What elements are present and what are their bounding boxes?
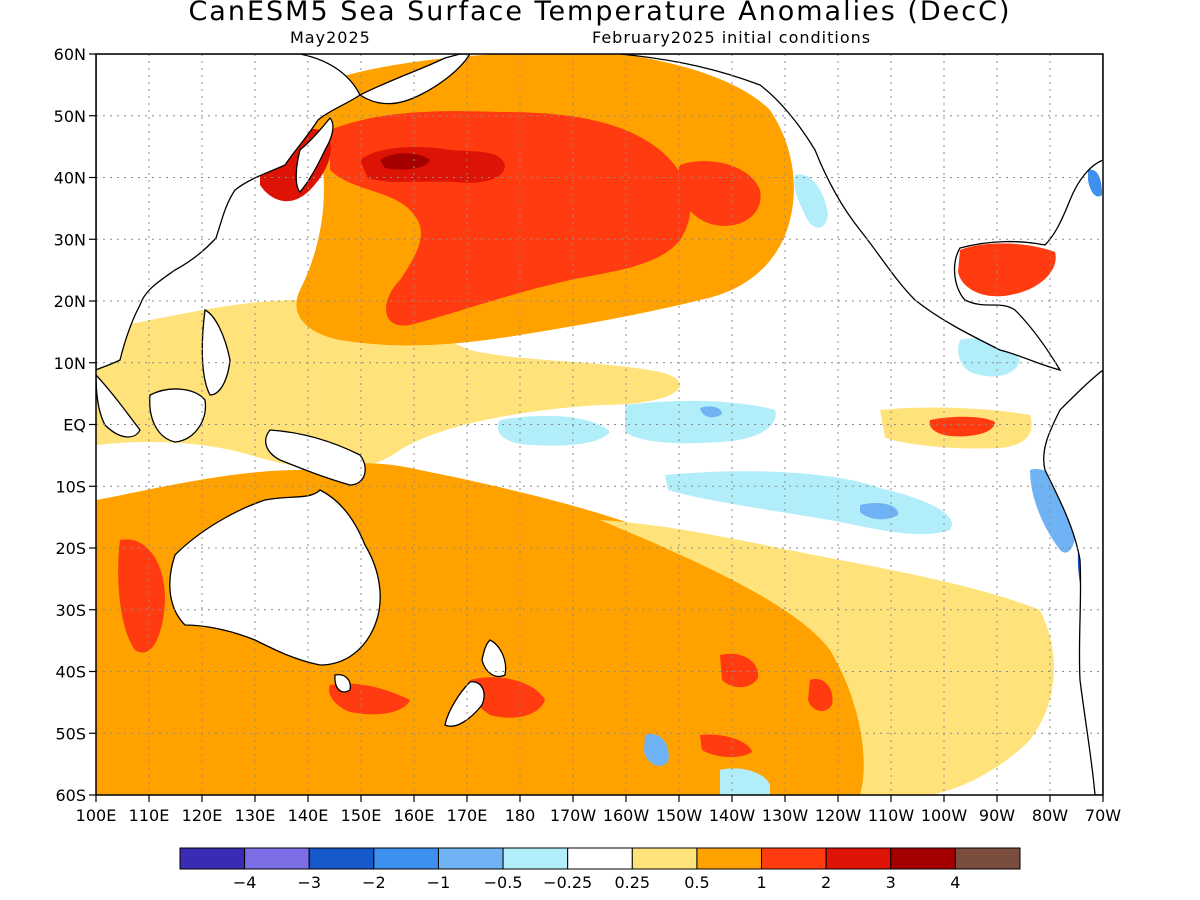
japan xyxy=(295,116,334,194)
colorbar-swatch xyxy=(825,847,892,870)
longitude-label: 120W xyxy=(815,806,862,825)
colorbar-tick-label: −1 xyxy=(427,873,451,892)
latitude-label: 30S xyxy=(55,601,86,620)
warm-eastern-tropical xyxy=(929,416,995,437)
longitude-label: 150E xyxy=(341,806,382,825)
longitude-label: 90W xyxy=(979,806,1015,825)
colorbar-swatch xyxy=(954,847,1021,870)
colorbar-swatch xyxy=(761,847,827,870)
latitude-label: 60S xyxy=(55,786,86,805)
longitude-label: 120E xyxy=(182,806,223,825)
colorbar-tick-label: −0.25 xyxy=(543,873,592,892)
longitude-label: 170E xyxy=(447,806,488,825)
new-zealand-south xyxy=(444,681,485,727)
longitude-label: 110W xyxy=(868,806,915,825)
latitude-labels: 60N 50N 40N 30N 20N 10N EQ 10S 20S 30S 40S 50S 60S xyxy=(54,45,86,805)
colorbar-swatch xyxy=(437,847,504,870)
land-masses xyxy=(96,54,1103,795)
weak-cool-california xyxy=(794,174,828,228)
strong-warm-far-south xyxy=(700,734,752,758)
cool-equatorial-spot xyxy=(700,406,722,418)
north-america xyxy=(619,54,1103,372)
colorbar-tick-label: −4 xyxy=(233,873,257,892)
graticule xyxy=(96,54,1103,795)
weak-warm-south-east xyxy=(600,520,1054,795)
strong-warm-west-australia xyxy=(118,539,165,653)
longitude-label: 170W xyxy=(550,806,597,825)
colorbar-tick-label: 0.5 xyxy=(684,873,709,892)
strong-warm-south-central xyxy=(720,653,759,688)
colorbar-swatch xyxy=(696,847,763,870)
colorbar-tick-label: 3 xyxy=(886,873,896,892)
colorbar xyxy=(179,847,1021,870)
longitude-label: 150W xyxy=(656,806,703,825)
latitude-label: 10S xyxy=(55,477,86,496)
latitude-label: 40S xyxy=(55,663,86,682)
initial-conditions: February2025 initial conditions xyxy=(592,28,872,47)
latitude-label: 40N xyxy=(54,169,86,188)
longitude-label: 100W xyxy=(921,806,968,825)
forecast-month: May2025 xyxy=(290,28,371,47)
longitude-label: 110E xyxy=(129,806,170,825)
colorbar-labels: −4 −3 −2 −1 −0.5 −0.25 0.25 0.5 1 2 3 4 xyxy=(233,873,961,892)
longitude-label: 100E xyxy=(76,806,117,825)
strong-warm-gulf-of-mexico xyxy=(958,243,1056,297)
latitude-label: EQ xyxy=(63,416,86,435)
longitude-labels: 100E 110E 120E 130E 140E 150E 160E 170E 180 170W 1… xyxy=(76,806,1122,825)
borneo xyxy=(149,388,207,443)
tasmania xyxy=(334,674,351,693)
strong-warm-tasman xyxy=(329,683,410,715)
colorbar-swatch xyxy=(179,847,246,870)
strong-warm-new-zealand xyxy=(469,677,545,718)
latitude-label: 20N xyxy=(54,292,86,311)
weak-cool-equatorial-east xyxy=(625,400,776,444)
longitude-label: 160E xyxy=(394,806,435,825)
new-zealand-north xyxy=(481,639,507,678)
latitude-label: 60N xyxy=(54,45,86,64)
strong-warm-south-east xyxy=(808,679,833,712)
colorbar-tick-label: 0.25 xyxy=(614,873,650,892)
axis-ticks xyxy=(89,53,1104,802)
colorbar-tick-label: −3 xyxy=(297,873,321,892)
sumatra xyxy=(96,374,141,438)
colorbar-tick-label: −2 xyxy=(362,873,386,892)
cool-southeast-tropical-core xyxy=(860,503,899,520)
weak-warm-band-tropical-west xyxy=(96,300,680,470)
colorbar-tick-label: −0.5 xyxy=(484,873,523,892)
longitude-label: 80W xyxy=(1032,806,1068,825)
map-title: CanESM5 Sea Surface Temperature Anomalie… xyxy=(188,0,1012,27)
south-america xyxy=(1043,369,1103,795)
colorbar-swatch xyxy=(244,847,310,870)
colorbar-swatch xyxy=(308,847,375,870)
longitude-label: 160W xyxy=(603,806,650,825)
colorbar-tick-label: 2 xyxy=(821,873,831,892)
cool-southern-ocean xyxy=(644,734,669,766)
australia xyxy=(169,489,381,666)
colorbar-swatch xyxy=(567,847,633,870)
extreme-warm-spot xyxy=(380,153,430,170)
colorbar-swatch xyxy=(890,847,956,870)
new-guinea xyxy=(265,429,366,486)
longitude-label: 180 xyxy=(505,806,536,825)
longitude-label: 140W xyxy=(709,806,756,825)
longitude-label: 70W xyxy=(1085,806,1121,825)
colorbar-tick-label: 1 xyxy=(756,873,766,892)
latitude-label: 20S xyxy=(55,539,86,558)
colorbar-swatch xyxy=(502,847,569,870)
kamchatka xyxy=(358,54,471,105)
colorbar-tick-label: 4 xyxy=(950,873,960,892)
longitude-label: 140E xyxy=(288,806,329,825)
colorbar-swatch xyxy=(631,847,698,870)
cool-gulf-stream-edge xyxy=(1088,169,1102,197)
colorbar-swatch xyxy=(373,847,439,870)
latitude-label: 50S xyxy=(55,724,86,743)
asia-landmass xyxy=(96,54,361,371)
latitude-label: 10N xyxy=(54,354,86,373)
longitude-label: 130E xyxy=(235,806,276,825)
latitude-label: 50N xyxy=(54,107,86,126)
latitude-label: 30N xyxy=(54,230,86,249)
weak-cool-equatorial-central xyxy=(497,415,610,446)
longitude-label: 130W xyxy=(762,806,809,825)
